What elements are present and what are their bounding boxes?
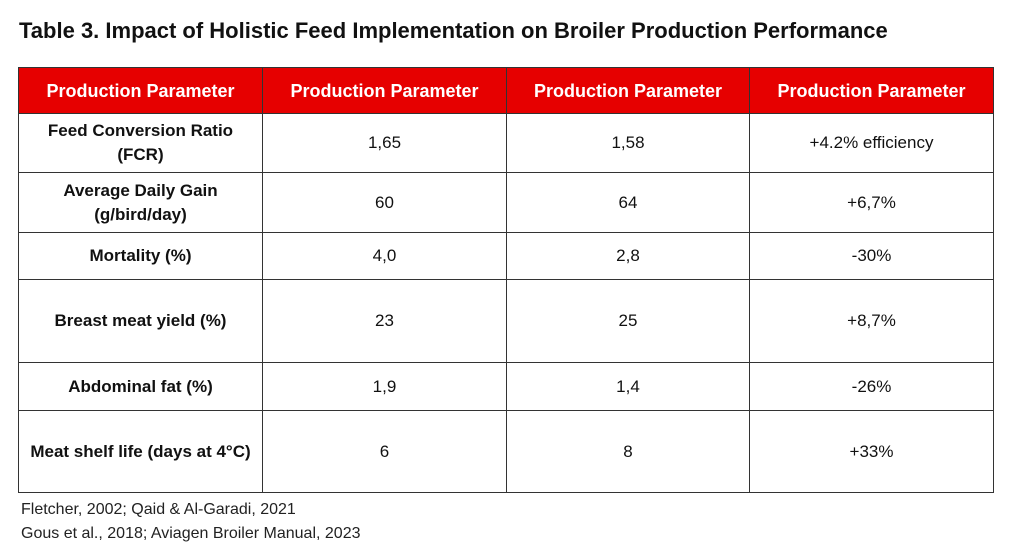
value-cell: 64	[506, 172, 750, 233]
parameter-cell: Breast meat yield (%)	[18, 279, 263, 363]
value-cell: 25	[506, 279, 750, 363]
column-header: Production Parameter	[262, 67, 507, 114]
change-cell: +33%	[749, 410, 994, 493]
change-cell: -26%	[749, 362, 994, 411]
value-cell: 6	[262, 410, 507, 493]
parameter-cell: Average Daily Gain (g/bird/day)	[18, 172, 263, 233]
value-cell: 60	[262, 172, 507, 233]
source-line: Fletcher, 2002; Qaid & Al-Garadi, 2021	[21, 501, 296, 518]
parameter-cell: Meat shelf life (days at 4°C)	[18, 410, 263, 493]
parameter-cell: Mortality (%)	[18, 232, 263, 280]
value-cell: 1,4	[506, 362, 750, 411]
value-cell: 1,58	[506, 113, 750, 173]
change-cell: -30%	[749, 232, 994, 280]
value-cell: 2,8	[506, 232, 750, 280]
value-cell: 1,65	[262, 113, 507, 173]
table-title: Table 3. Impact of Holistic Feed Impleme…	[19, 18, 888, 43]
change-cell: +4.2% efficiency	[749, 113, 994, 173]
change-cell: +8,7%	[749, 279, 994, 363]
value-cell: 23	[262, 279, 507, 363]
table-row: Average Daily Gain (g/bird/day) 60 64 +6…	[18, 172, 994, 233]
table-row: Meat shelf life (days at 4°C) 6 8 +33%	[18, 410, 994, 493]
table-row: Mortality (%) 4,0 2,8 -30%	[18, 232, 994, 280]
parameter-cell: Abdominal fat (%)	[18, 362, 263, 411]
column-header: Production Parameter	[506, 67, 750, 114]
value-cell: 8	[506, 410, 750, 493]
table-row: Feed Conversion Ratio (FCR) 1,65 1,58 +4…	[18, 113, 994, 173]
column-header: Production Parameter	[749, 67, 994, 114]
table-row: Abdominal fat (%) 1,9 1,4 -26%	[18, 362, 994, 411]
value-cell: 1,9	[262, 362, 507, 411]
source-line: Gous et al., 2018; Aviagen Broiler Manua…	[21, 525, 361, 542]
column-header: Production Parameter	[18, 67, 263, 114]
table-header-row: Production Parameter Production Paramete…	[18, 67, 994, 114]
source-citations: Fletcher, 2002; Qaid & Al-Garadi, 2021 G…	[21, 498, 360, 546]
value-cell: 4,0	[262, 232, 507, 280]
performance-table: Production Parameter Production Paramete…	[18, 67, 994, 493]
change-cell: +6,7%	[749, 172, 994, 233]
table-row: Breast meat yield (%) 23 25 +8,7%	[18, 279, 994, 363]
parameter-cell: Feed Conversion Ratio (FCR)	[18, 113, 263, 173]
